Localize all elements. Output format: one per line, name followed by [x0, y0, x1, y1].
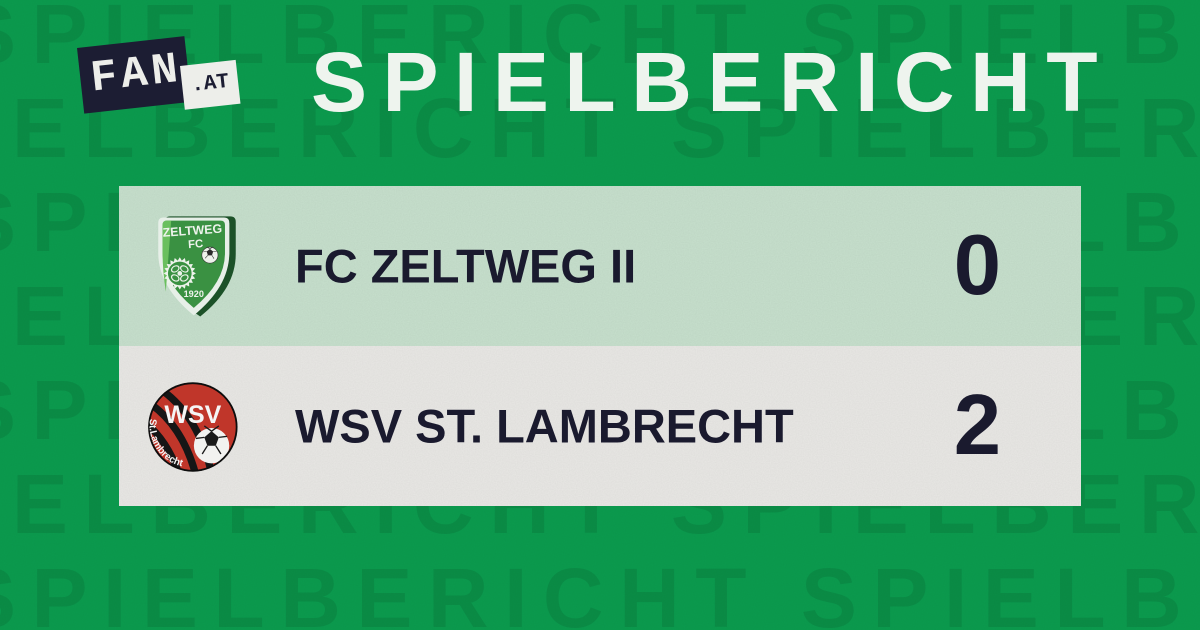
svg-text:WSV: WSV	[164, 401, 221, 429]
svg-text:1920: 1920	[184, 289, 204, 299]
svg-text:FC: FC	[188, 238, 204, 251]
